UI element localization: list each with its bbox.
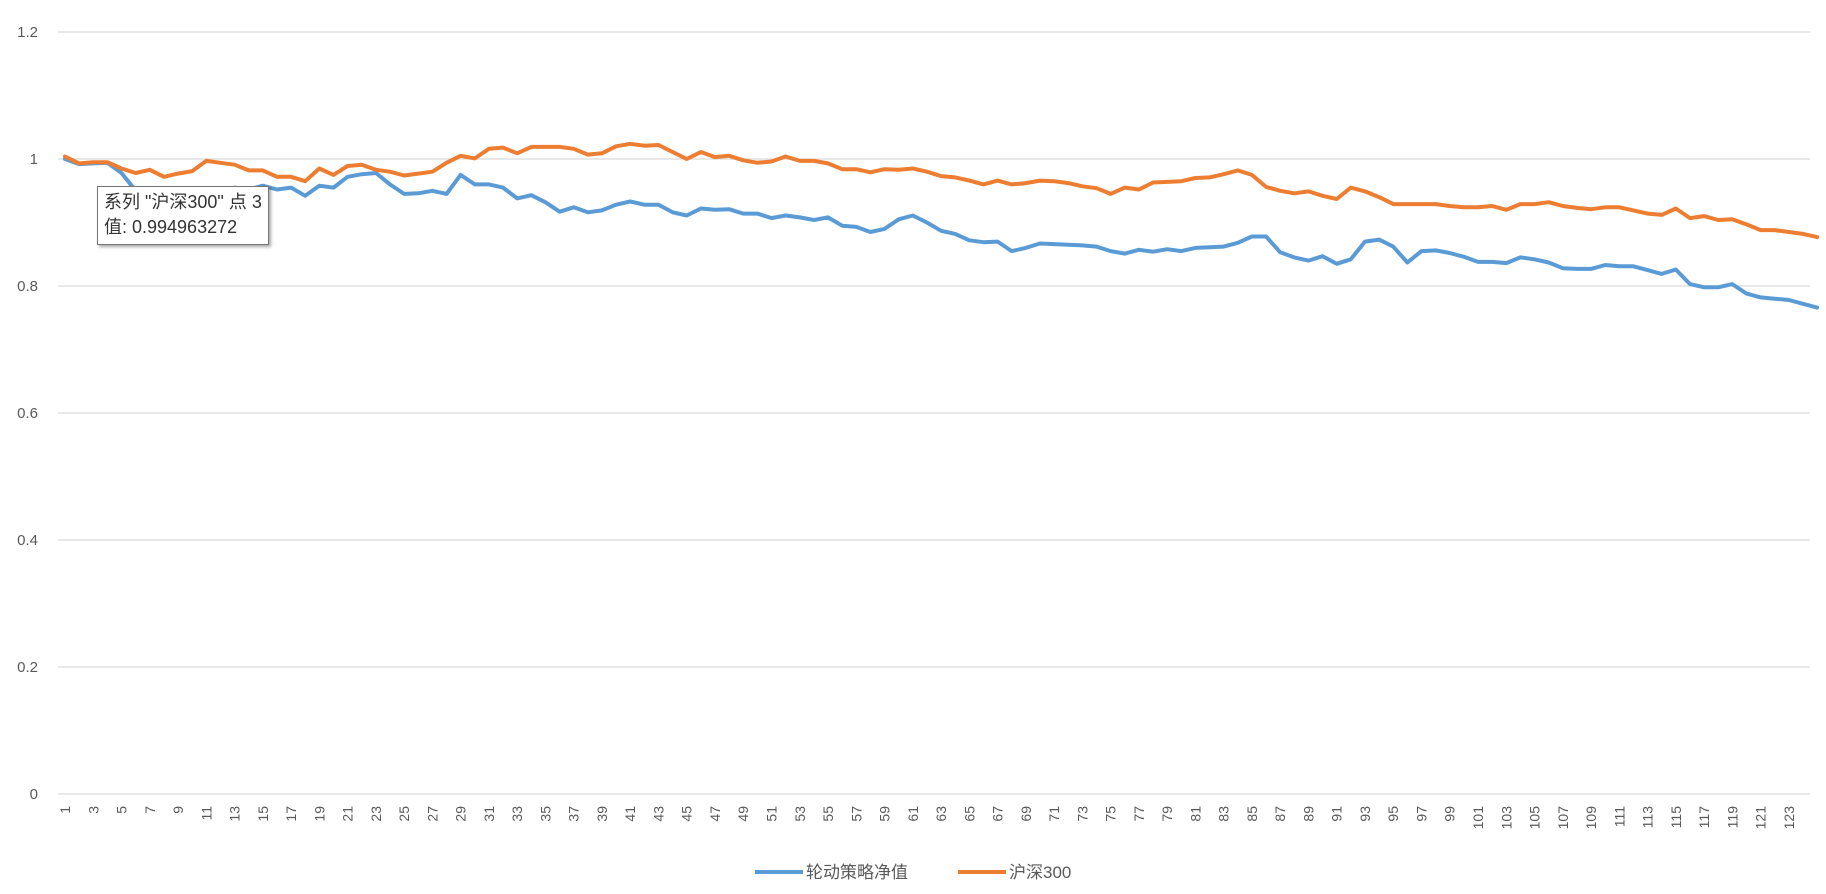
x-tick-label: 3 xyxy=(85,806,101,814)
x-tick-label: 57 xyxy=(848,806,864,822)
x-tick-label: 59 xyxy=(877,806,893,822)
x-tick-label: 5 xyxy=(114,806,130,814)
x-tick-label: 111 xyxy=(1611,806,1627,827)
legend-label: 轮动策略净值 xyxy=(806,863,908,882)
series-line-1[interactable] xyxy=(63,157,1820,310)
legend-label: 沪深300 xyxy=(1009,863,1071,882)
x-tick-label: 115 xyxy=(1668,806,1684,829)
x-tick-label: 13 xyxy=(227,806,243,822)
x-tick-label: 83 xyxy=(1216,806,1232,822)
x-tick-label: 119 xyxy=(1724,806,1740,829)
x-tick-label: 47 xyxy=(707,806,723,822)
x-tick-label: 15 xyxy=(255,806,271,822)
x-tick-label: 99 xyxy=(1442,806,1458,822)
x-tick-label: 95 xyxy=(1385,806,1401,822)
tooltip-series-line: 系列 "沪深300" 点 3 xyxy=(104,192,262,212)
x-tick-label: 11 xyxy=(198,806,214,821)
x-tick-label: 85 xyxy=(1244,806,1260,822)
tooltip-value-line: 值: 0.994963272 xyxy=(104,217,238,237)
y-axis-ticks: 0 0.2 0.4 0.6 0.8 1 1.2 xyxy=(17,24,38,803)
x-tick-label: 23 xyxy=(368,806,384,822)
series-lines[interactable] xyxy=(63,141,1820,310)
y-tick-label: 0.4 xyxy=(17,532,38,549)
x-tick-label: 117 xyxy=(1696,806,1712,829)
x-tick-label: 29 xyxy=(453,806,469,822)
x-tick-label: 105 xyxy=(1527,806,1543,830)
x-tick-label: 69 xyxy=(1018,806,1034,822)
x-tick-label: 63 xyxy=(933,806,949,822)
x-tick-label: 51 xyxy=(764,806,780,822)
x-tick-label: 81 xyxy=(1187,806,1203,822)
gridlines xyxy=(58,31,1810,795)
x-tick-label: 121 xyxy=(1753,806,1769,830)
x-tick-label: 61 xyxy=(905,806,921,822)
x-tick-label: 35 xyxy=(537,806,553,822)
x-tick-label: 41 xyxy=(622,806,638,822)
x-tick-label: 9 xyxy=(170,806,186,814)
x-tick-label: 89 xyxy=(1300,806,1316,822)
x-tick-label: 73 xyxy=(1074,806,1090,822)
series-line-2[interactable] xyxy=(63,141,1820,240)
x-tick-label: 31 xyxy=(481,806,497,822)
x-tick-label: 49 xyxy=(735,806,751,822)
x-tick-label: 43 xyxy=(650,806,666,822)
x-tick-label: 71 xyxy=(1046,806,1062,822)
x-tick-label: 33 xyxy=(509,806,525,822)
x-tick-label: 123 xyxy=(1781,806,1797,830)
y-tick-label: 1.2 xyxy=(17,24,38,41)
x-tick-label: 87 xyxy=(1272,806,1288,822)
x-tick-label: 39 xyxy=(594,806,610,822)
x-tick-label: 93 xyxy=(1357,806,1373,822)
x-tick-label: 101 xyxy=(1470,806,1486,830)
x-tick-label: 67 xyxy=(990,806,1006,822)
data-point-tooltip: 系列 "沪深300" 点 3 值: 0.994963272 xyxy=(97,186,269,245)
x-tick-label: 37 xyxy=(566,806,582,822)
x-tick-label: 91 xyxy=(1329,806,1345,822)
x-axis-ticks: 1 3 5 7 9 11 13 15 17 19 21 23 25 27 29 31 33 35 37 39 41 43 4… xyxy=(57,806,1797,830)
x-tick-label: 45 xyxy=(679,806,695,822)
x-tick-label: 113 xyxy=(1640,806,1656,829)
x-tick-label: 103 xyxy=(1498,806,1514,830)
x-tick-label: 7 xyxy=(142,806,158,814)
x-tick-label: 17 xyxy=(283,806,299,822)
y-tick-label: 1 xyxy=(30,151,38,168)
x-tick-label: 21 xyxy=(340,806,356,822)
x-tick-label: 53 xyxy=(792,806,808,822)
x-tick-label: 109 xyxy=(1583,806,1599,830)
x-tick-label: 19 xyxy=(311,806,327,822)
x-tick-label: 25 xyxy=(396,806,412,822)
x-tick-label: 55 xyxy=(820,806,836,822)
legend: 轮动策略净值 沪深300 xyxy=(755,863,1071,882)
x-tick-label: 107 xyxy=(1555,806,1571,830)
x-tick-label: 77 xyxy=(1131,806,1147,822)
x-tick-label: 1 xyxy=(57,806,73,814)
y-tick-label: 0 xyxy=(30,786,38,803)
x-tick-label: 79 xyxy=(1159,806,1175,822)
x-tick-label: 65 xyxy=(961,806,977,822)
x-tick-label: 75 xyxy=(1103,806,1119,822)
x-tick-label: 97 xyxy=(1413,806,1429,822)
x-tick-label: 27 xyxy=(424,806,440,822)
y-tick-label: 0.8 xyxy=(17,278,38,295)
y-tick-label: 0.6 xyxy=(17,405,38,422)
y-tick-label: 0.2 xyxy=(17,659,38,676)
